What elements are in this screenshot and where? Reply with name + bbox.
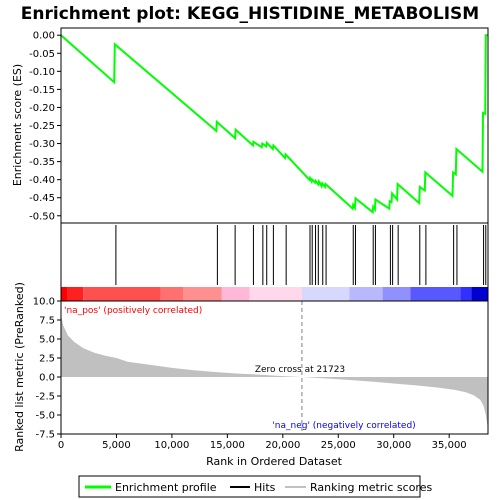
- legend-metric-label: Ranking metric scores: [310, 481, 432, 494]
- heatmap-band: [460, 287, 472, 301]
- es-ytick-label: -0.10: [29, 67, 55, 78]
- positive-correlation-label: 'na_pos' (positively correlated): [64, 306, 202, 316]
- enrichment-profile-line: [60, 34, 488, 215]
- negative-correlation-label: 'na_neg' (negatively correlated): [272, 421, 415, 431]
- metric-ytick-label: -2.5: [35, 392, 55, 403]
- x-tick-label: 10,000: [154, 440, 189, 451]
- ranking-metric-area: [61, 314, 488, 429]
- metric-ytick-label: 7.5: [39, 316, 55, 327]
- es-panel-background: [61, 28, 488, 223]
- heatmap-band: [249, 287, 302, 301]
- es-ytick-label: -0.45: [29, 193, 55, 204]
- x-tick-label: 0: [58, 440, 64, 451]
- legend: Enrichment profile Hits Ranking metric s…: [78, 475, 432, 498]
- legend-hits-label: Hits: [254, 481, 276, 494]
- metric-panel: 10.0 7.5 5.0 2.5 0.0 -2.5 -5.0 -7.5 'na_pos' (p…: [13, 282, 489, 452]
- es-panel: 0.00 -0.05 -0.10 -0.15 -0.20 -0.25 -0.30 -0.35 -…: [11, 27, 489, 224]
- metric-ytick-label: 0.0: [39, 373, 55, 384]
- es-ytick-label: -0.30: [29, 139, 55, 150]
- es-ytick-label: -0.40: [29, 175, 55, 186]
- metric-ytick-label: -7.5: [35, 430, 55, 441]
- heatmap-band: [83, 287, 161, 301]
- heatmap-band: [160, 287, 183, 301]
- es-ytick-label: -0.25: [29, 121, 55, 132]
- metric-ytick-label: 5.0: [39, 335, 55, 346]
- x-tick-label: 25,000: [321, 440, 356, 451]
- x-tick-label: 5,000: [102, 440, 131, 451]
- metric-ytick-label: 10.0: [33, 297, 55, 308]
- es-ytick-label: -0.20: [29, 103, 55, 114]
- heatmap-band: [349, 287, 383, 301]
- es-ytick-label: -0.05: [29, 49, 55, 60]
- metric-ytick-label: -5.0: [35, 411, 55, 422]
- metric-panel-frame: [60, 300, 489, 435]
- legend-profile-label: Enrichment profile: [115, 481, 217, 494]
- heatmap-band: [221, 287, 250, 301]
- heatmap-band: [301, 287, 350, 301]
- zero-cross-label: Zero cross at 21723: [255, 365, 345, 375]
- metric-axis-label: Ranked list metric (PreRanked): [13, 282, 26, 452]
- es-axis-label: Enrichment score (ES): [11, 64, 24, 186]
- chart-title: Enrichment plot: KEGG_HISTIDINE_METABOLI…: [21, 4, 479, 24]
- x-axis-label: Rank in Ordered Dataset: [206, 455, 343, 468]
- heatmap-band: [67, 287, 84, 301]
- es-ytick-label: -0.35: [29, 157, 55, 168]
- hits-panel: [60, 222, 489, 302]
- metric-ytick-label: 2.5: [39, 354, 55, 365]
- heatmap-band: [183, 287, 222, 301]
- heatmap-band: [61, 287, 68, 301]
- es-ytick-label: -0.50: [29, 211, 55, 222]
- es-ytick-label: -0.15: [29, 85, 55, 96]
- x-tick-label: 20,000: [265, 440, 300, 451]
- x-tick-label: 35,000: [432, 440, 467, 451]
- es-ytick-label: 0.00: [33, 31, 55, 42]
- heatmap-band: [471, 287, 488, 301]
- heatmap-band: [410, 287, 461, 301]
- x-tick-label: 15,000: [210, 440, 245, 451]
- x-tick-label: 30,000: [376, 440, 411, 451]
- heatmap-band: [382, 287, 411, 301]
